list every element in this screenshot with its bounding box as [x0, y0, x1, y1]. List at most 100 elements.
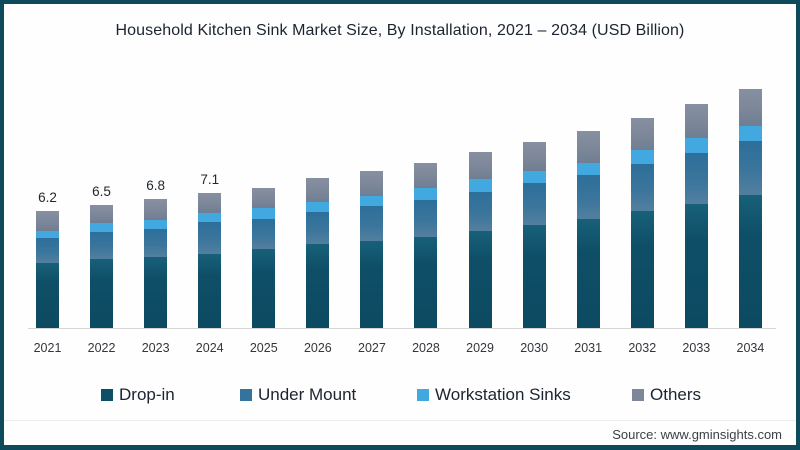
segment-under-mount: [252, 219, 276, 249]
segment-under-mount: [144, 229, 168, 257]
stacked-bar-2031: [576, 130, 600, 328]
segment-workstation-sinks: [684, 137, 708, 154]
legend-label: Workstation Sinks: [435, 385, 571, 404]
segment-others: [198, 193, 222, 214]
total-label-2024: 7.1: [200, 172, 220, 188]
segment-drop-in: [738, 194, 762, 328]
x-tick-2022: 2022: [87, 341, 116, 355]
stacked-bar-2024: [198, 193, 222, 328]
segment-workstation-sinks: [90, 223, 114, 232]
segment-drop-in: [630, 211, 654, 328]
segment-workstation-sinks: [144, 220, 168, 230]
segment-under-mount: [738, 141, 762, 195]
segment-others: [144, 199, 168, 220]
segment-others: [630, 117, 654, 151]
segment-others: [684, 104, 708, 138]
segment-drop-in: [198, 253, 222, 328]
segment-others: [360, 170, 384, 196]
segment-drop-in: [468, 230, 492, 328]
segment-others: [576, 130, 600, 163]
total-label-2022: 6.5: [92, 183, 111, 199]
legend-label: Drop-in: [119, 385, 175, 404]
x-tick-2030: 2030: [520, 341, 549, 355]
segment-others: [468, 151, 492, 180]
segment-workstation-sinks: [468, 179, 492, 192]
segment-under-mount: [360, 205, 384, 241]
stacked-bar-2033: [684, 104, 708, 328]
segment-drop-in: [360, 240, 384, 328]
x-tick-2025: 2025: [249, 341, 278, 355]
segment-under-mount: [198, 222, 222, 254]
chart-title: Household Kitchen Sink Market Size, By I…: [115, 22, 685, 39]
footer-divider: [4, 420, 796, 421]
segment-workstation-sinks: [306, 202, 330, 213]
segment-others: [414, 163, 438, 189]
segment-under-mount: [576, 174, 600, 220]
segment-others: [306, 178, 330, 203]
legend: Drop-in Under Mount Workstation Sinks Other…: [4, 385, 796, 405]
legend-item-under-mount: Under Mount: [240, 385, 356, 405]
segment-under-mount: [468, 191, 492, 231]
x-tick-2027: 2027: [358, 341, 386, 355]
segment-under-mount: [90, 231, 114, 260]
stacked-bar-2027: [360, 170, 384, 328]
segment-drop-in: [90, 259, 114, 328]
source-credit: Source: www.gminsights.com: [612, 427, 782, 442]
stacked-bar-2023: [144, 199, 168, 328]
stacked-bar-2026: [306, 178, 330, 328]
x-tick-2033: 2033: [682, 341, 711, 355]
segment-under-mount: [630, 164, 654, 212]
x-tick-2021: 2021: [33, 341, 62, 355]
total-label-2021: 6.2: [38, 189, 57, 205]
stacked-bar-2022: [90, 204, 114, 328]
x-tick-2031: 2031: [574, 341, 603, 355]
legend-label: Under Mount: [258, 385, 357, 404]
x-tick-2028: 2028: [412, 341, 440, 355]
x-tick-2024: 2024: [195, 341, 224, 355]
segment-workstation-sinks: [252, 207, 276, 220]
x-tick-2026: 2026: [303, 341, 332, 355]
segment-workstation-sinks: [360, 195, 384, 206]
x-tick-2034: 2034: [736, 341, 765, 355]
segment-others: [90, 204, 114, 224]
x-tick-2032: 2032: [628, 341, 657, 355]
stacked-bar-2032: [630, 117, 654, 328]
segment-workstation-sinks: [198, 213, 222, 223]
segment-under-mount: [522, 182, 546, 225]
segment-under-mount: [684, 153, 708, 205]
segment-others: [738, 89, 762, 126]
segment-workstation-sinks: [36, 230, 59, 238]
legend-item-drop-in: Drop-in: [101, 385, 175, 405]
legend-swatch-icon: [632, 389, 644, 401]
segment-drop-in: [36, 262, 59, 328]
segment-workstation-sinks: [522, 170, 546, 183]
segment-drop-in: [576, 219, 600, 328]
stacked-bar-2029: [468, 151, 492, 328]
x-tick-2029: 2029: [466, 341, 494, 355]
segment-drop-in: [684, 204, 708, 328]
stacked-bar-2025: [252, 187, 276, 328]
segment-workstation-sinks: [414, 188, 438, 201]
legend-item-workstation-sinks: Workstation Sinks: [417, 385, 571, 405]
legend-swatch-icon: [101, 389, 113, 401]
segment-workstation-sinks: [630, 150, 654, 165]
legend-item-others: Others: [632, 385, 701, 405]
segment-under-mount: [306, 212, 330, 245]
x-axis-line: [28, 328, 776, 329]
segment-drop-in: [522, 224, 546, 328]
stacked-bar-2034: [738, 89, 762, 328]
segment-drop-in: [306, 244, 330, 328]
stacked-bar-2028: [414, 163, 438, 328]
segment-others: [36, 210, 59, 231]
plot-area: 6.2 6.5 6.8 7.1: [4, 4, 796, 333]
legend-swatch-icon: [417, 389, 429, 401]
total-label-2023: 6.8: [146, 178, 166, 194]
segment-drop-in: [414, 236, 438, 328]
segment-drop-in: [144, 256, 168, 328]
legend-swatch-icon: [240, 389, 252, 401]
stacked-bar-2021: [36, 210, 59, 328]
x-tick-2023: 2023: [141, 341, 170, 355]
segment-drop-in: [252, 248, 276, 328]
segment-others: [522, 142, 546, 171]
